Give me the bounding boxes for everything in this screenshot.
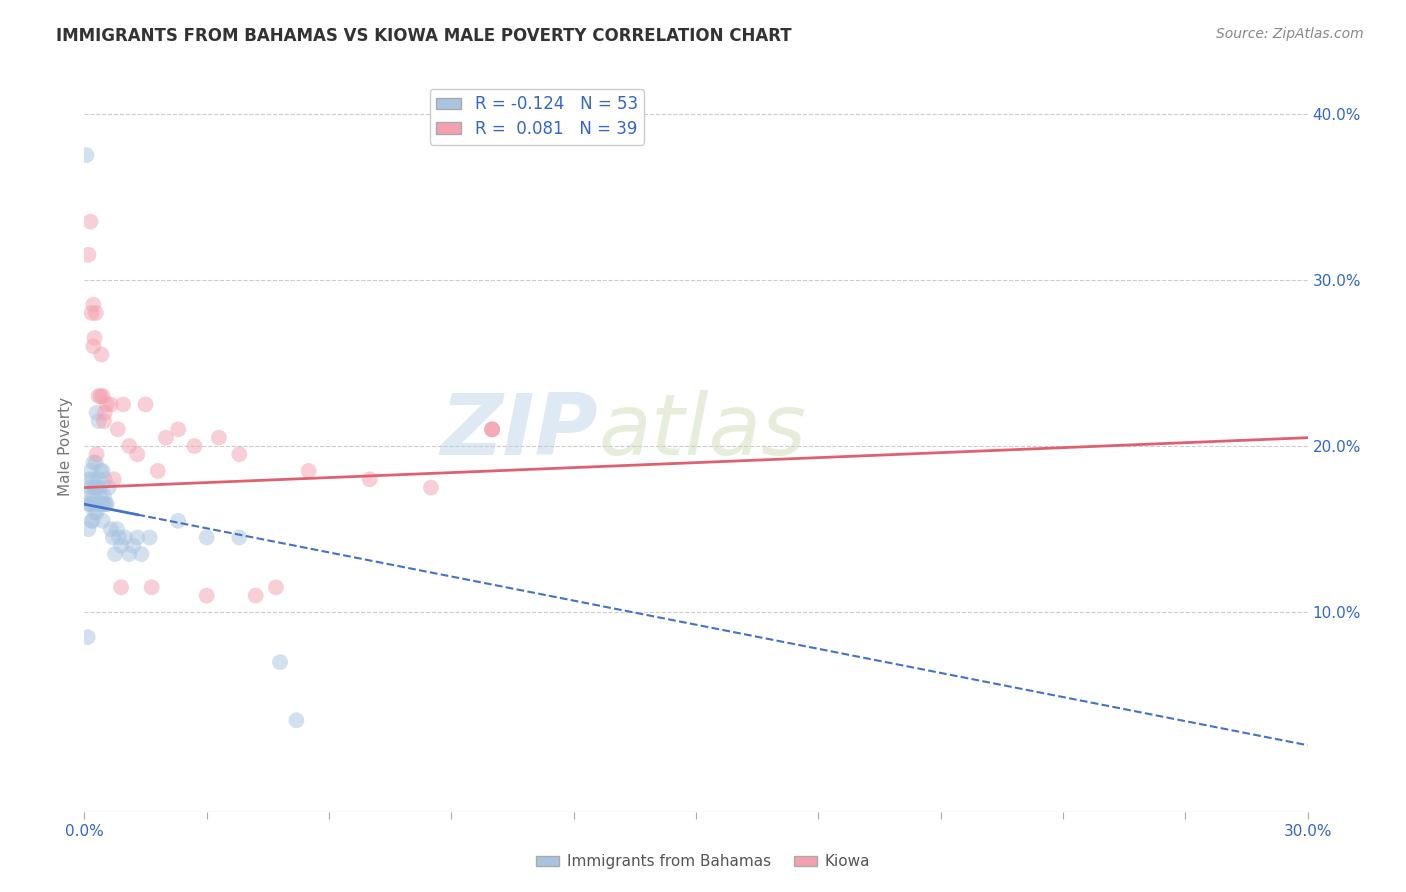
Legend: Immigrants from Bahamas, Kiowa: Immigrants from Bahamas, Kiowa xyxy=(530,848,876,875)
Point xyxy=(264,580,287,594)
Point xyxy=(93,406,115,420)
Point xyxy=(82,298,104,312)
Point xyxy=(77,489,100,503)
Text: Source: ZipAtlas.com: Source: ZipAtlas.com xyxy=(1216,27,1364,41)
Point xyxy=(96,497,118,511)
Point xyxy=(79,497,101,511)
Point xyxy=(93,414,115,428)
Point xyxy=(87,389,110,403)
Point xyxy=(108,530,131,544)
Point xyxy=(228,447,250,461)
Point xyxy=(195,589,218,603)
Point xyxy=(91,389,114,403)
Point xyxy=(77,497,100,511)
Point xyxy=(183,439,205,453)
Point xyxy=(107,422,129,436)
Point xyxy=(167,514,190,528)
Point xyxy=(79,464,101,478)
Point xyxy=(298,464,321,478)
Point xyxy=(228,530,250,544)
Point xyxy=(90,464,112,478)
Point xyxy=(135,397,157,411)
Point xyxy=(93,472,115,486)
Point xyxy=(91,514,114,528)
Point xyxy=(245,589,267,603)
Point xyxy=(86,481,108,495)
Point xyxy=(80,306,103,320)
Point xyxy=(77,472,100,486)
Point xyxy=(77,248,100,262)
Point xyxy=(105,522,128,536)
Point xyxy=(97,481,120,495)
Point xyxy=(80,514,103,528)
Point xyxy=(83,331,105,345)
Point xyxy=(110,580,132,594)
Point xyxy=(112,397,135,411)
Point xyxy=(269,655,291,669)
Point xyxy=(481,422,503,436)
Point xyxy=(91,464,114,478)
Point xyxy=(110,539,132,553)
Point xyxy=(79,481,101,495)
Point xyxy=(420,481,443,495)
Point xyxy=(93,489,115,503)
Point xyxy=(79,214,101,228)
Point xyxy=(104,547,127,561)
Point xyxy=(84,306,107,320)
Point xyxy=(87,414,110,428)
Point xyxy=(101,530,124,544)
Point xyxy=(90,497,112,511)
Point xyxy=(122,539,145,553)
Text: ZIP: ZIP xyxy=(440,390,598,473)
Point xyxy=(359,472,381,486)
Point xyxy=(131,547,153,561)
Point xyxy=(90,489,112,503)
Point xyxy=(80,497,103,511)
Point xyxy=(118,547,141,561)
Point xyxy=(127,530,149,544)
Point xyxy=(155,431,177,445)
Point xyxy=(100,397,122,411)
Point xyxy=(146,464,169,478)
Point xyxy=(86,406,108,420)
Point xyxy=(82,514,104,528)
Point xyxy=(75,148,97,162)
Point xyxy=(82,472,104,486)
Point xyxy=(96,397,118,411)
Point xyxy=(100,522,122,536)
Point xyxy=(83,481,105,495)
Point xyxy=(103,472,125,486)
Point xyxy=(138,530,160,544)
Text: IMMIGRANTS FROM BAHAMAS VS KIOWA MALE POVERTY CORRELATION CHART: IMMIGRANTS FROM BAHAMAS VS KIOWA MALE PO… xyxy=(56,27,792,45)
Point xyxy=(76,630,98,644)
Legend: R = -0.124   N = 53, R =  0.081   N = 39: R = -0.124 N = 53, R = 0.081 N = 39 xyxy=(430,88,644,145)
Point xyxy=(481,422,503,436)
Y-axis label: Male Poverty: Male Poverty xyxy=(58,396,73,496)
Point xyxy=(86,497,108,511)
Point xyxy=(89,481,111,495)
Point xyxy=(208,431,231,445)
Point xyxy=(82,456,104,470)
Point xyxy=(93,497,115,511)
Point xyxy=(82,339,104,353)
Point xyxy=(86,447,108,461)
Point xyxy=(167,422,190,436)
Point xyxy=(90,347,112,362)
Text: atlas: atlas xyxy=(598,390,806,473)
Point xyxy=(82,489,104,503)
Point xyxy=(127,447,149,461)
Point xyxy=(90,389,112,403)
Point xyxy=(87,472,110,486)
Point xyxy=(94,497,117,511)
Point xyxy=(481,422,503,436)
Point xyxy=(195,530,218,544)
Point xyxy=(84,456,107,470)
Point xyxy=(77,522,100,536)
Point xyxy=(118,439,141,453)
Point xyxy=(86,506,108,520)
Point xyxy=(83,506,105,520)
Point xyxy=(114,530,136,544)
Point xyxy=(285,714,308,728)
Point xyxy=(141,580,163,594)
